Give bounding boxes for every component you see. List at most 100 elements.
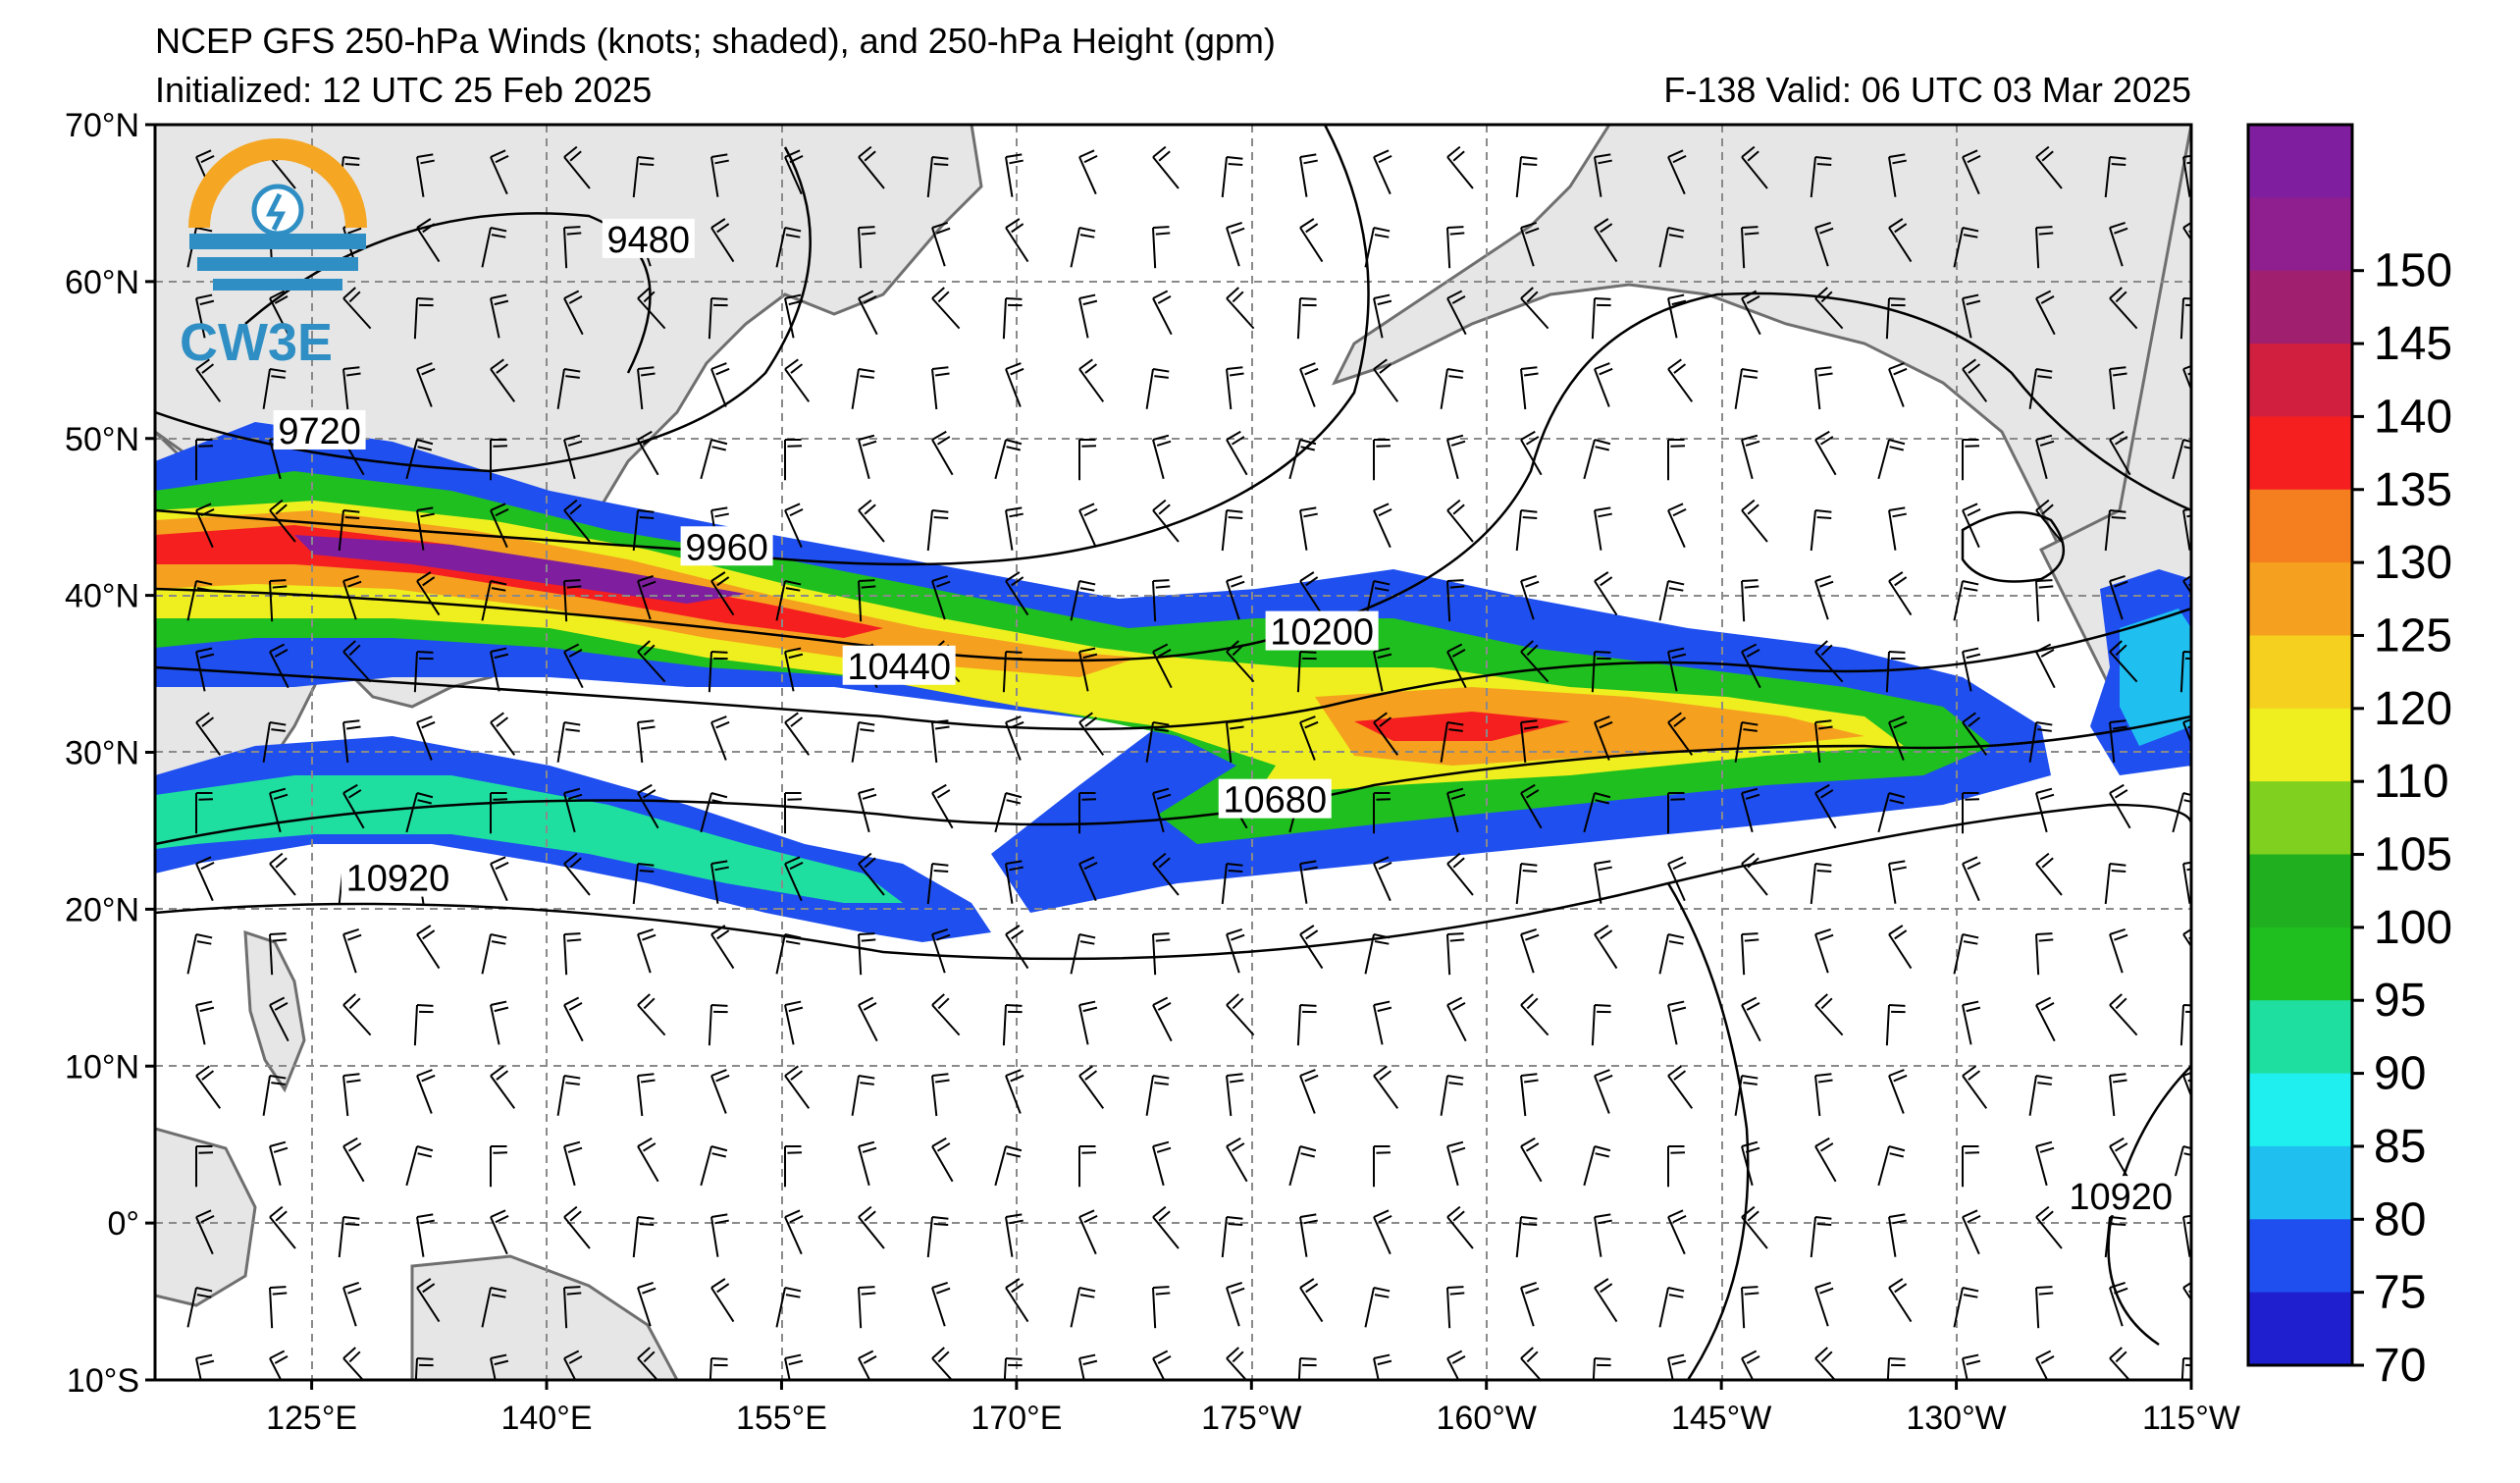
wind-barb xyxy=(1814,1137,1837,1183)
wind-barb xyxy=(342,719,361,764)
wind-barb xyxy=(1145,368,1170,409)
wind-barb xyxy=(710,1069,730,1114)
wind-barb xyxy=(994,439,1023,480)
wind-barb xyxy=(1962,1144,1980,1188)
wind-barb xyxy=(1877,439,1906,480)
colorbar-label: 120 xyxy=(2374,683,2452,735)
wind-barb xyxy=(931,927,951,974)
wind-barb xyxy=(1810,863,1832,905)
jet-band-150 xyxy=(294,535,746,604)
wind-barb xyxy=(637,719,656,764)
logo-wave-2 xyxy=(197,257,358,271)
wind-barb xyxy=(1667,358,1694,402)
wind-barb xyxy=(775,1287,802,1328)
wind-barb xyxy=(784,712,811,756)
wind-barb xyxy=(1591,651,1611,693)
wind-barb xyxy=(1962,1353,1981,1380)
wind-barb xyxy=(342,783,365,829)
land-borneo xyxy=(155,1127,257,1307)
wind-barb xyxy=(2028,721,2053,763)
wind-barb xyxy=(2035,1350,2056,1380)
wind-barb xyxy=(784,856,804,902)
wind-barb xyxy=(994,792,1023,833)
wind-barb xyxy=(1583,1145,1611,1187)
contour-10200 xyxy=(155,291,2191,662)
wind-barb xyxy=(1658,933,1685,975)
wind-barb xyxy=(1299,1069,1319,1114)
wind-barb xyxy=(195,647,215,692)
wind-barb xyxy=(851,721,875,763)
logo-bolt-icon xyxy=(265,192,287,232)
wind-barb xyxy=(262,1075,287,1116)
wind-barb xyxy=(710,1213,729,1257)
wind-barb xyxy=(1152,996,1173,1042)
wind-barb xyxy=(1885,651,1906,693)
wind-barb xyxy=(1814,783,1837,829)
wind-barb xyxy=(2182,506,2191,551)
lat-label: 10°N xyxy=(65,1048,139,1086)
wind-barb xyxy=(1814,719,1833,764)
wind-barb xyxy=(931,993,961,1036)
wind-barb xyxy=(1667,1353,1687,1380)
contour-10920-east xyxy=(1666,882,1750,1380)
wind-barb xyxy=(262,368,287,409)
wind-barb xyxy=(1002,651,1023,693)
wind-barb xyxy=(1226,719,1244,764)
wind-barb xyxy=(1888,153,1907,197)
contour-10920 xyxy=(155,803,2191,961)
wind-barb xyxy=(490,358,516,402)
colorbar-segment xyxy=(2248,1000,2352,1075)
wind-barb xyxy=(1814,221,1834,267)
wind-barb xyxy=(269,1286,288,1329)
contour-label-bg xyxy=(842,645,956,685)
logo-wave-3 xyxy=(213,279,342,291)
wind-barb xyxy=(1226,430,1248,476)
wind-barb xyxy=(710,715,730,761)
wind-barb xyxy=(1005,1069,1024,1114)
wind-barb xyxy=(195,791,214,834)
wind-barb xyxy=(1078,503,1098,549)
wind-barb xyxy=(1373,712,1399,756)
wind-barb xyxy=(563,499,591,543)
wind-barb xyxy=(416,715,436,761)
wind-barb xyxy=(2179,1004,2191,1046)
colorbar-label: 100 xyxy=(2374,902,2452,954)
wind-barb xyxy=(858,226,876,269)
contour-label: 9480 xyxy=(607,220,691,261)
wind-barb xyxy=(931,430,954,476)
wind-barb xyxy=(1962,791,1980,834)
wind-barb xyxy=(1953,1287,1979,1328)
wind-barb xyxy=(700,1145,728,1187)
lat-label: 30°N xyxy=(65,735,139,772)
wind-barb xyxy=(1373,149,1392,195)
wind-barb xyxy=(1888,506,1907,551)
wind-barb xyxy=(1520,221,1540,267)
wind-barb xyxy=(2109,430,2131,476)
wind-barb xyxy=(1520,1347,1549,1380)
wind-barb xyxy=(1152,643,1173,689)
wind-barb xyxy=(195,712,222,756)
wind-barb xyxy=(338,509,360,552)
wind-barb xyxy=(1152,579,1171,622)
wind-barb xyxy=(416,1069,436,1114)
wind-barb xyxy=(775,933,802,975)
wind-barb xyxy=(490,856,509,902)
wind-barb xyxy=(1152,434,1172,480)
wind-barb xyxy=(481,933,507,975)
wind-barb xyxy=(2179,297,2191,340)
wind-barb xyxy=(490,791,508,834)
wind-barb xyxy=(851,1075,875,1116)
colorbar-segment xyxy=(2248,416,2352,491)
wind-barb xyxy=(1741,145,1768,189)
wind-barb xyxy=(1299,571,1324,616)
wind-barb xyxy=(1152,1350,1173,1380)
wind-barb xyxy=(784,438,803,481)
wind-barb xyxy=(926,509,949,552)
wind-barb xyxy=(1299,1213,1318,1257)
wind-barb xyxy=(1446,499,1474,543)
wind-barb xyxy=(1667,1065,1694,1109)
wind-barb xyxy=(2104,863,2126,905)
wind-barb xyxy=(784,647,804,692)
wind-barb xyxy=(1962,358,1988,402)
